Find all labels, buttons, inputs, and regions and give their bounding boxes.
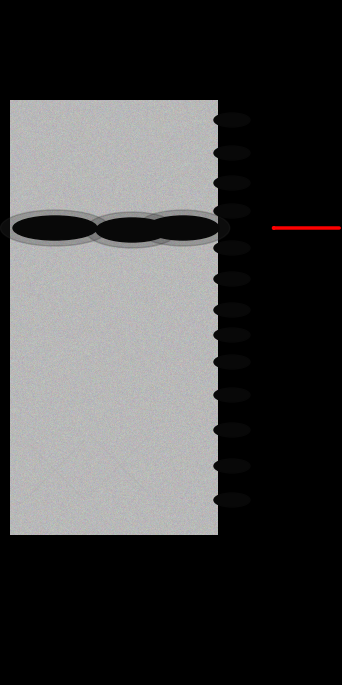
Ellipse shape <box>214 272 250 286</box>
Ellipse shape <box>0 210 109 246</box>
Ellipse shape <box>214 146 250 160</box>
Ellipse shape <box>214 113 250 127</box>
Ellipse shape <box>214 204 250 218</box>
Ellipse shape <box>214 328 250 342</box>
Ellipse shape <box>85 212 179 248</box>
Ellipse shape <box>136 210 230 246</box>
Ellipse shape <box>214 176 250 190</box>
Ellipse shape <box>214 388 250 402</box>
Ellipse shape <box>214 303 250 317</box>
Ellipse shape <box>214 241 250 255</box>
Ellipse shape <box>96 218 168 242</box>
Ellipse shape <box>214 493 250 507</box>
Ellipse shape <box>214 423 250 437</box>
Ellipse shape <box>13 216 97 240</box>
Ellipse shape <box>214 355 250 369</box>
Ellipse shape <box>147 216 219 240</box>
Ellipse shape <box>214 459 250 473</box>
